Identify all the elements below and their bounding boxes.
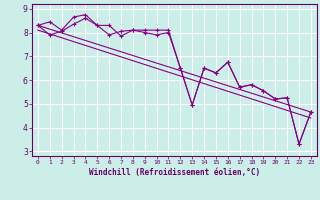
X-axis label: Windchill (Refroidissement éolien,°C): Windchill (Refroidissement éolien,°C) — [89, 168, 260, 177]
